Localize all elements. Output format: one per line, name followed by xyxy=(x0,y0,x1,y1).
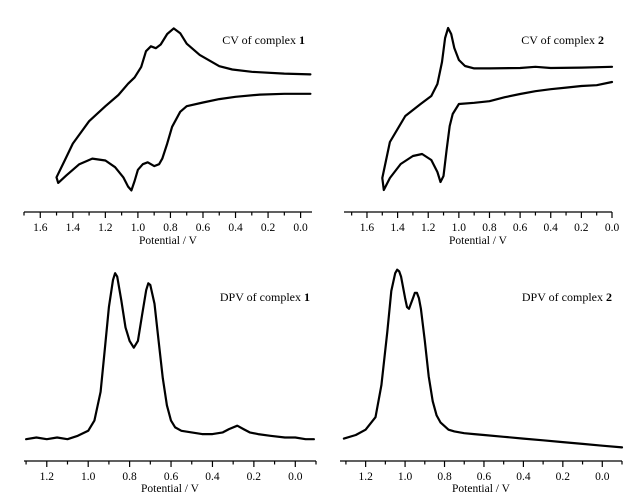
x-tick-label: 0.0 xyxy=(605,222,620,234)
x-tick-label: 0.4 xyxy=(544,222,559,234)
chart-title-text: DPV of complex xyxy=(522,290,606,304)
series-line-1 xyxy=(342,268,624,449)
chart-panel-4: 1.2 1.0 0.8 0.6 0.4 0.2 0.0 Potential / V DPV of… xyxy=(340,268,624,495)
chart-title: DPV of complex 2 xyxy=(522,290,612,304)
x-axis-label: Potential / V xyxy=(139,235,198,247)
chart-title: DPV of complex 1 xyxy=(220,290,310,304)
x-tick-label: 0.8 xyxy=(122,471,137,483)
x-tick-label: 0.2 xyxy=(574,222,589,234)
x-tick-label: 0.0 xyxy=(293,222,308,234)
series-line-1 xyxy=(381,26,614,192)
chart-title: CV of complex 1 xyxy=(222,33,305,47)
chart-title-number: 2 xyxy=(606,290,612,304)
x-tick-label: 1.0 xyxy=(81,471,96,483)
x-axis-label: Potential / V xyxy=(452,483,511,495)
x-tick-label: 1.4 xyxy=(390,222,405,234)
chart-title-text: CV of complex xyxy=(222,33,299,47)
chart-title-number: 1 xyxy=(304,290,310,304)
x-tick-label: 0.6 xyxy=(513,222,528,234)
x-tick-label: 1.0 xyxy=(131,222,146,234)
chart-title: CV of complex 2 xyxy=(521,33,604,47)
x-tick-label: 0.2 xyxy=(556,471,571,483)
x-tick-label: 1.2 xyxy=(421,222,436,234)
chart-panel-1: 1.6 1.4 1.2 1.0 0.8 0.6 0.4 0.2 0.0 Potential / V… xyxy=(23,27,312,247)
series-line-1 xyxy=(55,27,312,192)
x-tick-label: 0.4 xyxy=(516,471,531,483)
x-tick-label: 0.2 xyxy=(261,222,276,234)
chart-title-text: CV of complex xyxy=(521,33,598,47)
x-tick-label: 0.8 xyxy=(163,222,178,234)
x-axis-label: Potential / V xyxy=(141,483,200,495)
x-tick-label: 0.6 xyxy=(477,471,492,483)
chart-title-text: DPV of complex xyxy=(220,290,304,304)
x-tick-label: 0.2 xyxy=(247,471,262,483)
x-tick-label: 1.6 xyxy=(33,222,48,234)
x-tick-label: 1.2 xyxy=(358,471,373,483)
x-tick-label: 0.4 xyxy=(205,471,220,483)
chart-title-number: 2 xyxy=(598,33,604,47)
x-tick-label: 0.0 xyxy=(595,471,610,483)
chart-title-number: 1 xyxy=(299,33,305,47)
x-tick-label: 1.0 xyxy=(452,222,467,234)
x-tick-label: 1.0 xyxy=(398,471,413,483)
x-tick-label: 0.4 xyxy=(228,222,243,234)
chart-panel-3: 1.2 1.0 0.8 0.6 0.4 0.2 0.0 Potential / V DPV of… xyxy=(24,272,317,495)
x-tick-label: 1.2 xyxy=(40,471,55,483)
series-line-1 xyxy=(25,272,315,441)
chart-panel-2: 1.6 1.4 1.2 1.0 0.8 0.6 0.4 0.2 0.0 Potential / V… xyxy=(344,26,620,247)
x-tick-label: 1.2 xyxy=(98,222,113,234)
x-tick-label: 0.0 xyxy=(288,471,303,483)
x-tick-label: 0.8 xyxy=(437,471,452,483)
x-tick-label: 0.6 xyxy=(164,471,179,483)
x-tick-label: 0.8 xyxy=(482,222,497,234)
x-axis-label: Potential / V xyxy=(449,235,508,247)
x-tick-label: 0.6 xyxy=(196,222,211,234)
x-tick-label: 1.4 xyxy=(66,222,81,234)
x-tick-label: 1.6 xyxy=(360,222,375,234)
